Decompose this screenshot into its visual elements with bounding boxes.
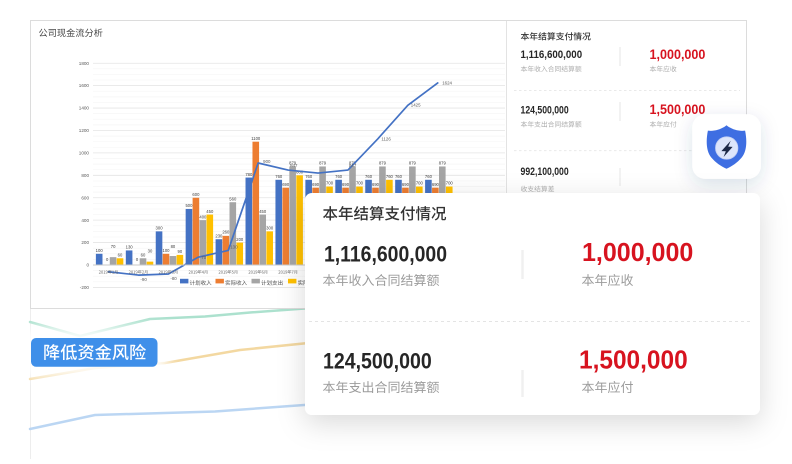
svg-text:0: 0 (106, 257, 109, 262)
svg-text:-200: -200 (80, 285, 90, 290)
svg-text:230: 230 (215, 233, 223, 238)
svg-text:60: 60 (141, 252, 146, 257)
svg-text:760: 760 (365, 174, 373, 179)
svg-text:600: 600 (192, 192, 200, 197)
svg-text:70: 70 (111, 244, 116, 249)
svg-text:100: 100 (162, 248, 170, 253)
svg-text:879: 879 (409, 161, 417, 166)
svg-text:760: 760 (386, 174, 394, 179)
svg-text:124,500,000: 124,500,000 (521, 105, 569, 117)
svg-text:90: 90 (178, 249, 183, 254)
svg-text:200: 200 (81, 240, 89, 245)
svg-text:760: 760 (275, 174, 283, 179)
svg-text:700: 700 (326, 181, 334, 186)
svg-text:1400: 1400 (79, 106, 90, 111)
svg-text:450: 450 (259, 209, 267, 214)
svg-text:879: 879 (379, 161, 387, 166)
svg-text:200: 200 (236, 237, 244, 242)
svg-text:879: 879 (439, 161, 447, 166)
svg-text:760: 760 (335, 174, 343, 179)
svg-text:690: 690 (432, 182, 440, 187)
svg-text:690: 690 (402, 182, 410, 187)
svg-text:-90: -90 (140, 277, 147, 282)
svg-text:80: 80 (171, 244, 176, 249)
svg-text:690: 690 (312, 182, 320, 187)
svg-text:700: 700 (356, 181, 364, 186)
svg-text:700: 700 (416, 181, 424, 186)
svg-text:900: 900 (263, 159, 271, 164)
svg-text:130: 130 (230, 244, 238, 249)
svg-text:1,116,600,000: 1,116,600,000 (324, 242, 447, 267)
svg-text:1800: 1800 (79, 61, 90, 66)
svg-text:690: 690 (282, 182, 290, 187)
svg-text:700: 700 (446, 181, 454, 186)
svg-text:600: 600 (81, 195, 89, 200)
svg-text:1624: 1624 (442, 80, 452, 85)
svg-text:847: 847 (349, 163, 357, 168)
svg-text:300: 300 (266, 226, 274, 231)
svg-text:260: 260 (222, 230, 230, 235)
svg-text:560: 560 (229, 196, 237, 201)
svg-text:690: 690 (342, 182, 350, 187)
svg-text:0: 0 (86, 263, 89, 268)
svg-text:1,500,000: 1,500,000 (650, 102, 706, 117)
svg-text:847: 847 (290, 163, 298, 168)
svg-text:300: 300 (156, 226, 164, 231)
svg-text:450: 450 (206, 209, 214, 214)
svg-text:130: 130 (126, 245, 134, 250)
svg-text:1,000,000: 1,000,000 (582, 237, 693, 267)
svg-text:60: 60 (118, 252, 123, 257)
svg-text:1425: 1425 (411, 102, 421, 107)
svg-text:1600: 1600 (79, 83, 90, 88)
svg-text:760: 760 (425, 174, 433, 179)
svg-text:879: 879 (289, 161, 297, 166)
svg-text:70: 70 (201, 255, 206, 260)
svg-text:760: 760 (395, 174, 403, 179)
svg-text:500: 500 (185, 203, 193, 208)
svg-text:0: 0 (136, 257, 139, 262)
svg-text:1,000,000: 1,000,000 (650, 47, 706, 62)
svg-text:-80: -80 (170, 276, 177, 281)
svg-text:1200: 1200 (79, 128, 90, 133)
svg-text:400: 400 (81, 218, 89, 223)
svg-text:780: 780 (245, 172, 253, 177)
svg-text:879: 879 (319, 161, 327, 166)
svg-text:400: 400 (199, 214, 207, 219)
svg-text:800: 800 (81, 173, 89, 178)
svg-text:1,500,000: 1,500,000 (579, 344, 688, 374)
svg-text:1126: 1126 (381, 136, 391, 141)
svg-text:992,100,000: 992,100,000 (521, 166, 569, 178)
svg-text:30: 30 (148, 249, 153, 254)
svg-text:1100: 1100 (251, 136, 261, 141)
svg-text:124,500,000: 124,500,000 (323, 349, 432, 374)
svg-text:1000: 1000 (79, 151, 90, 156)
svg-text:1,116,600,000: 1,116,600,000 (521, 49, 583, 61)
svg-text:879: 879 (349, 161, 357, 166)
svg-text:690: 690 (372, 182, 380, 187)
svg-text:100: 100 (96, 248, 104, 253)
svg-text:760: 760 (305, 174, 313, 179)
